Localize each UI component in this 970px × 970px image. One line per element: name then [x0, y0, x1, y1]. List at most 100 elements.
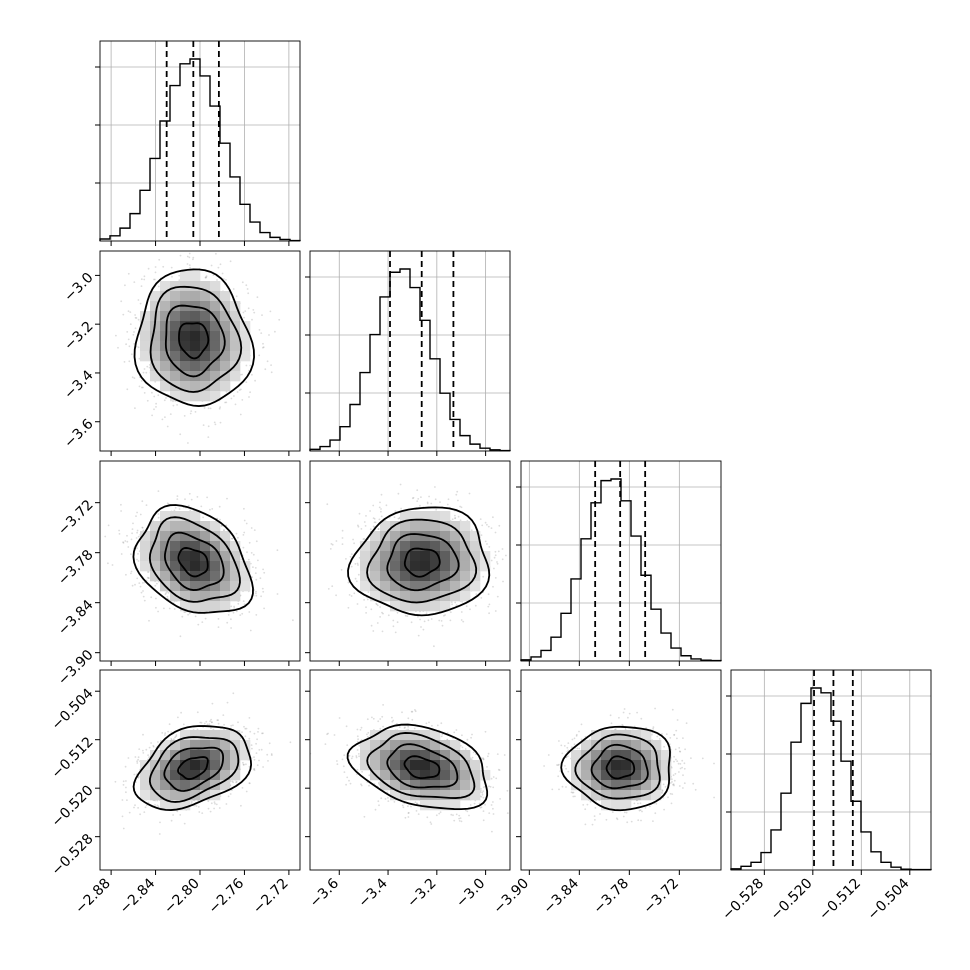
- sample-point: [237, 536, 239, 539]
- sample-point: [417, 634, 420, 637]
- sample-point: [496, 595, 499, 598]
- hist-panel-2: [516, 460, 722, 662]
- sample-point: [249, 562, 252, 565]
- sample-point: [139, 302, 142, 305]
- panel-frame: [309, 250, 511, 452]
- density-cell: [200, 521, 211, 532]
- sample-point: [131, 532, 134, 535]
- density-cell: [200, 291, 211, 302]
- density-cell: [150, 331, 161, 342]
- sample-point: [134, 407, 136, 409]
- sample-point: [380, 515, 383, 518]
- density-cell: [210, 331, 221, 342]
- density-cell: [200, 381, 211, 392]
- sample-point: [364, 525, 367, 527]
- sample-point: [502, 580, 504, 583]
- density-cell: [190, 271, 201, 282]
- sample-point: [210, 234, 212, 236]
- sample-point: [425, 612, 428, 615]
- sample-point: [233, 607, 236, 609]
- density-cell: [170, 321, 181, 332]
- sample-point: [107, 562, 109, 565]
- density-contour: [163, 531, 225, 591]
- sample-point: [239, 413, 242, 416]
- sample-point: [154, 278, 156, 281]
- panel-frame: [730, 669, 932, 871]
- sample-point: [255, 590, 257, 593]
- density-cell: [150, 341, 161, 352]
- density-cell: [210, 581, 221, 592]
- density-cell: [210, 371, 221, 382]
- density-cell: [170, 561, 181, 572]
- sample-point: [167, 592, 170, 594]
- sample-point: [459, 505, 461, 508]
- sample-point: [426, 501, 429, 504]
- sample-point: [186, 255, 189, 258]
- density-cell: [190, 361, 201, 372]
- sample-point: [128, 345, 131, 348]
- density-cell: [200, 361, 211, 372]
- density-cell: [190, 281, 201, 292]
- sample-point: [163, 399, 166, 402]
- sample-point: [135, 537, 138, 539]
- density-contour: [149, 285, 243, 393]
- sample-point: [240, 558, 243, 561]
- sample-point: [209, 508, 211, 511]
- sample-point: [242, 311, 245, 314]
- density-cell: [200, 321, 211, 332]
- sample-point: [493, 567, 495, 570]
- density-cell: [160, 281, 171, 292]
- sample-point: [127, 546, 130, 548]
- density-cell: [170, 581, 181, 592]
- density-cell: [210, 341, 221, 352]
- density-cell: [140, 341, 151, 352]
- density-cell: [160, 381, 171, 392]
- sample-point: [406, 615, 409, 617]
- sample-point: [494, 554, 497, 557]
- density-cell: [190, 531, 201, 542]
- sample-point: [124, 540, 127, 542]
- density-cell: [170, 591, 181, 602]
- sample-point: [380, 510, 382, 513]
- sample-point: [153, 408, 155, 411]
- sample-point: [482, 575, 485, 578]
- density-cell: [180, 331, 191, 342]
- sample-point: [454, 514, 456, 517]
- sample-point: [255, 594, 258, 597]
- sample-point: [155, 606, 157, 609]
- sample-point: [124, 284, 126, 287]
- density-cell: [140, 331, 151, 342]
- sample-point: [380, 508, 382, 510]
- sample-point: [126, 534, 128, 537]
- sample-point: [216, 517, 219, 520]
- density-cell: [200, 341, 211, 352]
- sample-point: [392, 625, 395, 628]
- sample-point: [122, 541, 124, 544]
- sample-point: [179, 254, 182, 257]
- sample-point: [186, 263, 189, 265]
- sample-point: [194, 411, 197, 413]
- sample-point: [492, 516, 494, 519]
- sample-point: [376, 603, 378, 606]
- density-cell: [230, 331, 241, 342]
- density-contour: [133, 268, 255, 407]
- sample-point: [376, 604, 379, 607]
- sample-point: [241, 399, 244, 401]
- density-cell: [220, 381, 231, 392]
- sample-point: [377, 528, 380, 530]
- sample-point: [393, 516, 396, 519]
- density-cell: [150, 561, 161, 572]
- sample-point: [181, 615, 184, 618]
- sample-point: [270, 364, 272, 366]
- sample-point: [236, 391, 239, 393]
- sample-point: [370, 624, 373, 627]
- sample-point: [423, 620, 426, 623]
- sample-point: [399, 483, 402, 486]
- density-cell: [170, 341, 181, 352]
- sample-point: [494, 531, 497, 534]
- density-cell: [220, 311, 231, 322]
- density-cell: [160, 541, 171, 552]
- panel-frame: [99, 460, 301, 662]
- sample-point: [173, 608, 176, 610]
- sample-point: [345, 558, 347, 560]
